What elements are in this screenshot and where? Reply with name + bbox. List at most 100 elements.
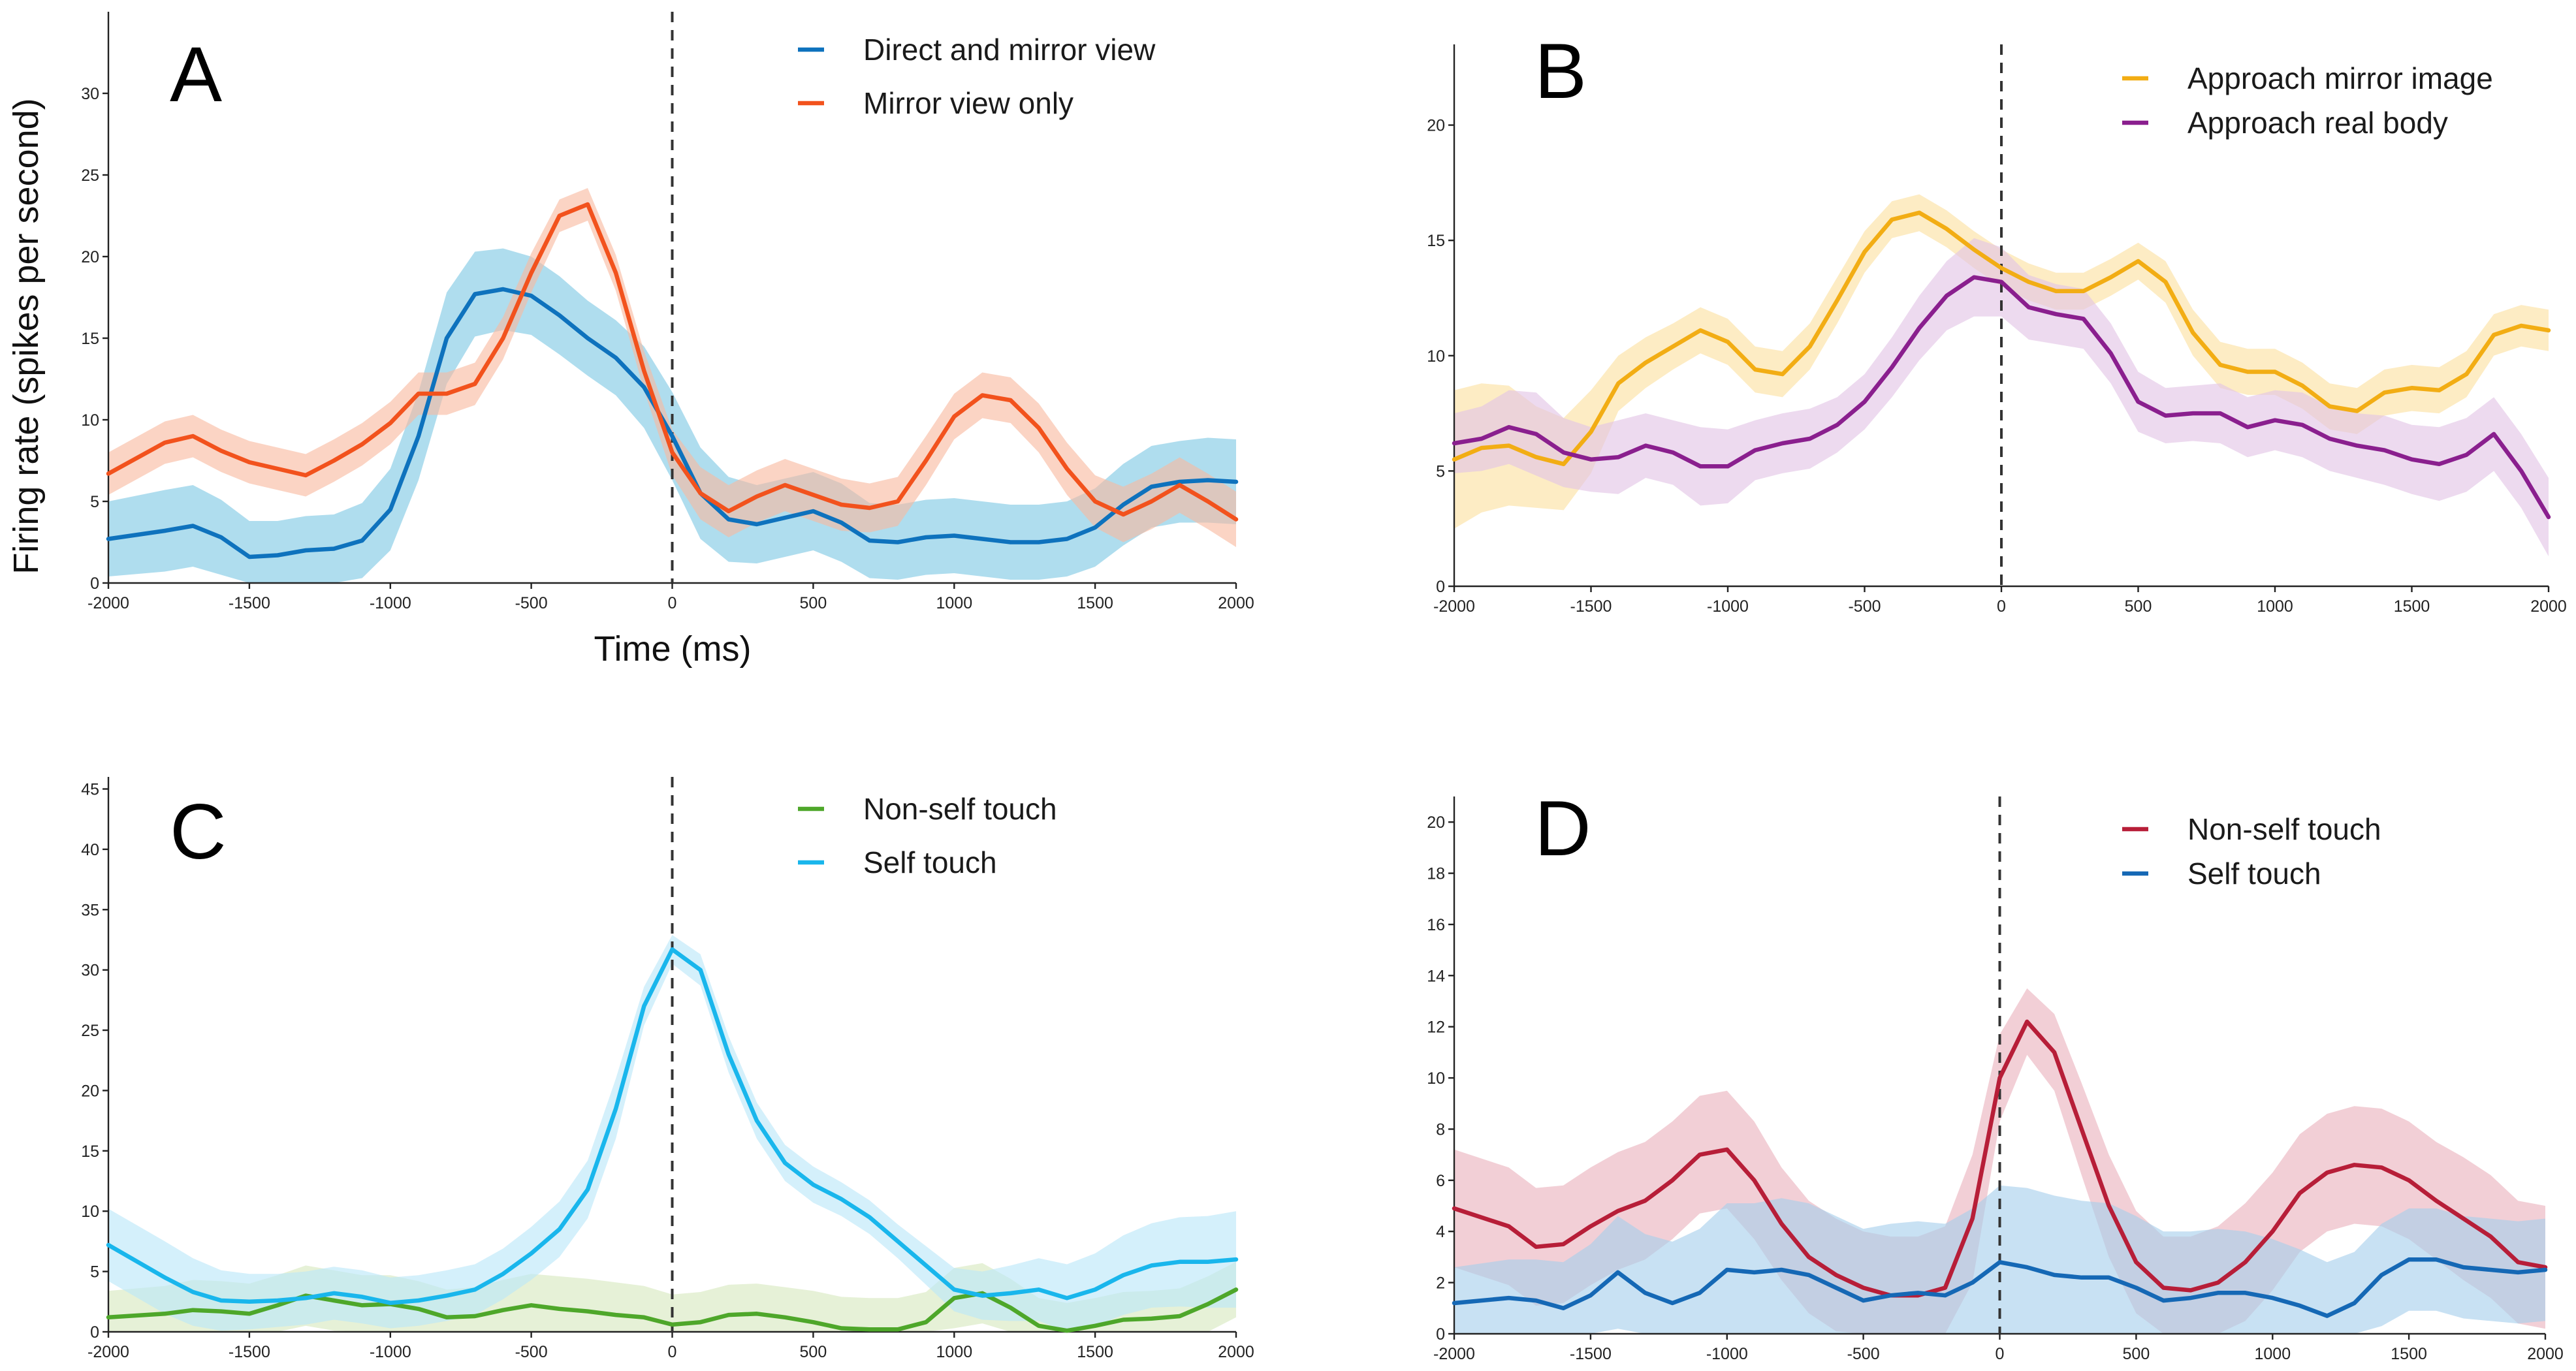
x-tick-label: -1000 xyxy=(370,594,411,612)
x-tick-label: 0 xyxy=(668,594,677,612)
x-tick-label: 2000 xyxy=(1218,1343,1254,1361)
panel-c-series-line-0 xyxy=(106,1287,1239,1333)
y-tick-label: 16 xyxy=(1427,916,1445,934)
x-tick-label: 0 xyxy=(1996,1345,2005,1363)
x-tick-label: 2000 xyxy=(2530,597,2567,616)
y-tick-label: 20 xyxy=(81,1082,99,1100)
panel-c-series-line-1 xyxy=(106,947,1239,1305)
x-tick-label: -500 xyxy=(515,1343,548,1361)
legend-label: Self touch xyxy=(863,845,997,879)
y-tick-label: 0 xyxy=(90,1323,99,1342)
panel-a-series-line-0 xyxy=(106,287,1239,559)
x-axis-title: Time (ms) xyxy=(594,629,752,669)
y-tick-label: 15 xyxy=(81,330,99,348)
y-tick-label: 30 xyxy=(81,85,99,103)
x-tick-label: -2000 xyxy=(87,1343,129,1361)
panel-d-series-line-1 xyxy=(1452,1257,2548,1318)
y-tick-label: 4 xyxy=(1436,1223,1445,1241)
x-tick-label: 1000 xyxy=(936,1343,972,1361)
x-tick-label: 1500 xyxy=(1077,594,1113,612)
y-tick-label: 10 xyxy=(1427,347,1445,366)
y-tick-label: 35 xyxy=(81,901,99,919)
y-tick-label: 5 xyxy=(90,493,99,511)
legend-label: Non-self touch xyxy=(863,792,1057,826)
x-tick-label: -1500 xyxy=(229,1343,270,1361)
y-tick-label: 5 xyxy=(90,1263,99,1282)
x-tick-label: 500 xyxy=(800,1343,827,1361)
y-tick-label: 18 xyxy=(1427,865,1445,883)
y-tick-label: 15 xyxy=(1427,232,1445,250)
legend-label: Non-self touch xyxy=(2187,812,2381,846)
x-tick-label: -2000 xyxy=(1433,597,1475,616)
y-tick-label: 10 xyxy=(81,411,99,430)
y-tick-label: 20 xyxy=(1427,813,1445,832)
y-tick-label: 10 xyxy=(1427,1069,1445,1088)
y-tick-label: 0 xyxy=(1436,578,1445,596)
legend-label: Mirror view only xyxy=(863,86,1073,120)
x-tick-label: -1000 xyxy=(1706,1345,1748,1363)
x-tick-label: -1500 xyxy=(229,594,270,612)
legend: Direct and mirror view Mirror view only xyxy=(798,33,1156,120)
panel-letter: D xyxy=(1534,785,1591,872)
panel-a-series-line-1 xyxy=(106,202,1239,522)
y-tick-label: 20 xyxy=(81,248,99,266)
panel-d-series-line-0 xyxy=(1452,1019,2548,1298)
x-tick-label: 1000 xyxy=(2254,1345,2291,1363)
x-tick-label: -1000 xyxy=(1707,597,1749,616)
x-tick-label: -2000 xyxy=(87,594,129,612)
x-tick-label: 0 xyxy=(1997,597,2006,616)
y-axis-title: Firing rate (spikes per second) xyxy=(7,98,46,574)
x-tick-label: -500 xyxy=(1847,1345,1880,1363)
x-tick-label: -1000 xyxy=(370,1343,411,1361)
panel-d: 0 2 4 6 8 10 12 14 16 18 20 -2000 -1500 -1000 -500 0 500… xyxy=(1427,785,2564,1363)
x-tick-label: 1000 xyxy=(936,594,972,612)
x-tick-label: 1500 xyxy=(2394,597,2430,616)
y-tick-label: 14 xyxy=(1427,967,1445,985)
x-tick-label: 500 xyxy=(2125,597,2152,616)
y-tick-label: 2 xyxy=(1436,1274,1445,1293)
panel-a: 0 5 10 15 20 25 30 -2000 -1500 -1000 -500 0 500 1000 1… xyxy=(81,12,1254,612)
x-tick-label: 1500 xyxy=(1077,1343,1113,1361)
y-tick-label: 0 xyxy=(90,575,99,593)
panel-letter: A xyxy=(170,31,222,118)
y-tick-label: 30 xyxy=(81,962,99,980)
panel-b: 0 5 10 15 20 -2000 -1500 -1000 -500 0 500 1000 1500 2… xyxy=(1427,27,2567,616)
panel-letter: C xyxy=(170,788,227,875)
panel-letter: B xyxy=(1534,27,1587,115)
x-tick-label: -1500 xyxy=(1570,1345,1612,1363)
y-tick-label: 10 xyxy=(81,1203,99,1221)
x-tick-label: 0 xyxy=(668,1343,677,1361)
x-tick-label: 1000 xyxy=(2257,597,2293,616)
legend-label: Approach mirror image xyxy=(2187,61,2493,95)
panel-c-band-1 xyxy=(108,935,1236,1332)
x-tick-label: 2000 xyxy=(1218,594,1254,612)
y-tick-label: 40 xyxy=(81,841,99,859)
legend: Non-self touch Self touch xyxy=(2122,812,2381,890)
x-tick-label: 500 xyxy=(2123,1345,2150,1363)
legend-label: Approach real body xyxy=(2187,106,2448,140)
y-tick-label: 15 xyxy=(81,1142,99,1161)
legend-label: Self touch xyxy=(2187,857,2321,890)
x-tick-label: -500 xyxy=(515,594,548,612)
x-tick-label: 1500 xyxy=(2391,1345,2427,1363)
x-tick-label: -500 xyxy=(1848,597,1881,616)
legend-label: Direct and mirror view xyxy=(863,33,1156,67)
legend: Approach mirror image Approach real body xyxy=(2122,61,2493,140)
x-tick-label: -2000 xyxy=(1433,1345,1475,1363)
y-tick-label: 45 xyxy=(81,781,99,799)
y-tick-label: 12 xyxy=(1427,1018,1445,1037)
y-tick-label: 0 xyxy=(1436,1325,1445,1344)
panel-c: 0 5 10 15 20 25 30 35 40 45 -2000 -1500 -1000 -500 0 50… xyxy=(81,777,1254,1361)
panel-b-band-1 xyxy=(1454,238,2549,557)
x-tick-label: -1500 xyxy=(1570,597,1612,616)
x-tick-label: 2000 xyxy=(2527,1345,2564,1363)
y-tick-label: 25 xyxy=(81,166,99,185)
y-tick-label: 5 xyxy=(1436,462,1445,481)
y-tick-label: 6 xyxy=(1436,1172,1445,1190)
y-tick-label: 25 xyxy=(81,1022,99,1040)
y-tick-label: 8 xyxy=(1436,1121,1445,1139)
x-tick-label: 500 xyxy=(800,594,827,612)
panel-b-series-line-1 xyxy=(1452,275,2551,520)
